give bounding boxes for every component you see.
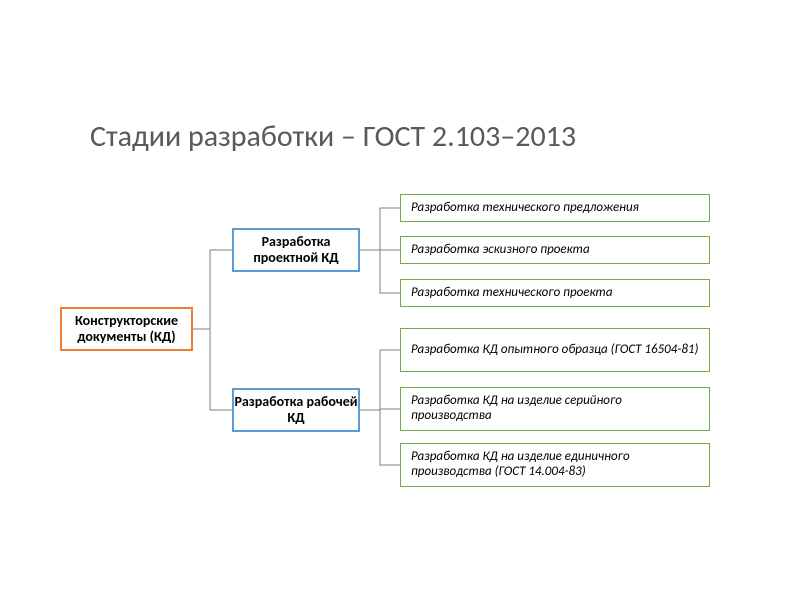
leaf-node-5: Разработка КД на изделие единичного прои… [400, 443, 710, 487]
mid-node-0: Разработка проектной КД [232, 228, 360, 272]
root-node: Конструкторские документы (КД) [60, 307, 193, 351]
leaf-node-4: Разработка КД на изделие серийного произ… [400, 387, 710, 431]
leaf-node-2: Разработка технического проекта [400, 279, 710, 307]
slide: Стадии разработки – ГОСТ 2.103–2013 Конс… [0, 0, 800, 600]
mid-node-1: Разработка рабочей КД [232, 388, 360, 432]
leaf-node-1: Разработка эскизного проекта [400, 236, 710, 264]
leaf-node-0: Разработка технического предложения [400, 194, 710, 222]
leaf-node-3: Разработка КД опытного образца (ГОСТ 165… [400, 328, 710, 372]
slide-title: Стадии разработки – ГОСТ 2.103–2013 [90, 118, 576, 155]
